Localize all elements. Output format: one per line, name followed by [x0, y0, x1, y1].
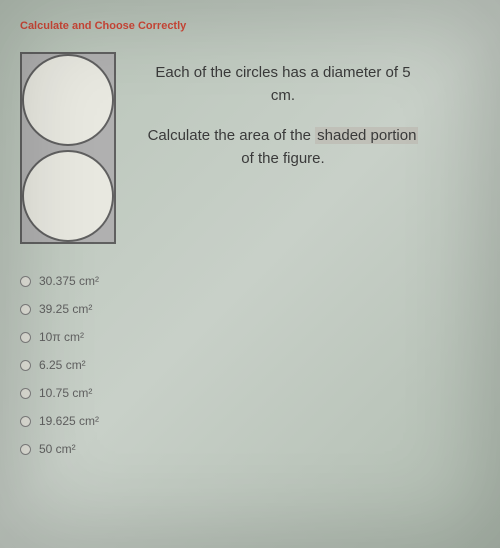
desc-before: Calculate the area of the [148, 127, 316, 144]
radio-icon [20, 416, 31, 427]
circle-bottom [22, 150, 114, 242]
content-row: Each of the circles has a diameter of 5 … [20, 52, 480, 244]
desc-after: of the figure. [241, 150, 324, 167]
description-line2: Calculate the area of the shaded portion… [146, 125, 420, 170]
option-2[interactable]: 10π cm² [20, 330, 480, 344]
option-6[interactable]: 50 cm² [20, 442, 480, 456]
desc-highlight: shaded portion [315, 127, 418, 144]
option-label: 10π cm² [39, 330, 84, 344]
option-label: 10.75 cm² [39, 386, 92, 400]
radio-icon [20, 332, 31, 343]
question-description: Each of the circles has a diameter of 5 … [146, 52, 480, 188]
option-4[interactable]: 10.75 cm² [20, 386, 480, 400]
option-label: 30.375 cm² [39, 274, 99, 288]
figure-container [20, 52, 116, 244]
option-label: 6.25 cm² [39, 358, 86, 372]
option-label: 39.25 cm² [39, 302, 92, 316]
option-label: 50 cm² [39, 442, 76, 456]
option-0[interactable]: 30.375 cm² [20, 274, 480, 288]
radio-icon [20, 388, 31, 399]
circle-top [22, 54, 114, 146]
option-3[interactable]: 6.25 cm² [20, 358, 480, 372]
radio-icon [20, 360, 31, 371]
option-1[interactable]: 39.25 cm² [20, 302, 480, 316]
radio-icon [20, 276, 31, 287]
option-label: 19.625 cm² [39, 414, 99, 428]
radio-icon [20, 304, 31, 315]
answer-options: 30.375 cm² 39.25 cm² 10π cm² 6.25 cm² 10… [20, 274, 480, 456]
shaded-figure [20, 52, 116, 244]
question-title: Calculate and Choose Correctly [20, 20, 480, 32]
description-line1: Each of the circles has a diameter of 5 … [146, 62, 420, 107]
option-5[interactable]: 19.625 cm² [20, 414, 480, 428]
radio-icon [20, 444, 31, 455]
